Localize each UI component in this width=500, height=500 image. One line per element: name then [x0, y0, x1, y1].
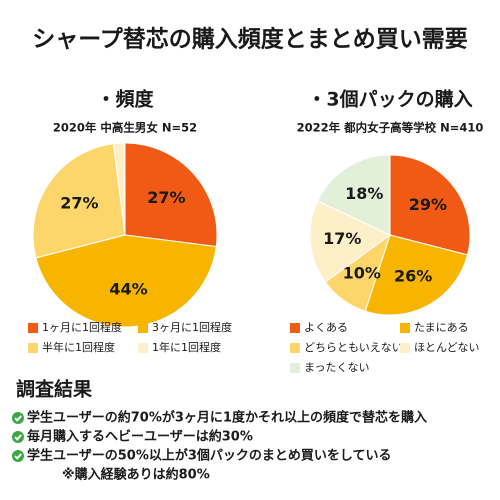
chart-title: ・3個パックの購入: [307, 88, 472, 111]
legend-swatch: [28, 323, 38, 333]
data-label: 17%: [323, 229, 361, 248]
pie-slice: [35, 234, 217, 328]
legend-label: 半年に1回程度: [42, 340, 115, 354]
chart-subtitle: 2022年 都内女子高等学校 N=410: [297, 121, 484, 135]
result-item: 学生ユーザーの50%以上が3個パックのまとめ買いをしている: [27, 448, 392, 464]
pie-slice: [112, 142, 126, 236]
chart-title: ・頻度: [96, 88, 154, 111]
legend-swatch: [290, 323, 300, 333]
data-label: 44%: [109, 280, 147, 299]
data-label: 18%: [345, 184, 383, 203]
legend-swatch: [400, 343, 410, 353]
page-title: シャープ替芯の購入頻度とまとめ買い需要: [32, 26, 468, 53]
legend-label: 1ヶ月に1回程度: [42, 320, 122, 334]
result-item: 学生ユーザーの約70%が3ヶ月に1度かそれ以上の頻度で替芯を購入: [27, 410, 427, 426]
pie-slice: [32, 143, 126, 259]
pie-slice: [364, 234, 469, 316]
results-heading: 調査結果: [16, 378, 92, 401]
legend-label: たまにある: [414, 321, 469, 334]
legend-swatch: [138, 323, 148, 333]
legend-label: まったくない: [304, 361, 370, 374]
legend-swatch: [400, 323, 410, 333]
pie-slice: [389, 154, 471, 256]
pie-slice: [316, 154, 391, 236]
chart-subtitle: 2020年 中高生男女 N=52: [53, 121, 197, 135]
legend-label: ほとんどない: [414, 341, 479, 354]
data-label: 29%: [409, 195, 447, 214]
pie-slice: [309, 200, 391, 283]
legend-swatch: [138, 343, 148, 353]
legend-swatch: [290, 343, 300, 353]
legend-swatch: [28, 343, 38, 353]
result-item: 毎月購入するヘビーユーザーは約30%: [27, 429, 253, 445]
check-mark: [14, 453, 22, 460]
data-label: 27%: [147, 188, 185, 207]
legend-label: どちらともいえない: [304, 341, 403, 354]
legend-label: よくある: [304, 321, 348, 334]
pie-slice: [124, 142, 218, 248]
data-label: 27%: [60, 193, 98, 212]
legend-label: 1年に1回程度: [152, 340, 221, 354]
result-note: ※購入経験ありは約80%: [62, 467, 210, 483]
data-label: 10%: [343, 263, 381, 282]
legend-label: 3ヶ月に1回程度: [152, 320, 232, 334]
check-icons: [12, 412, 24, 462]
check-mark: [14, 434, 22, 441]
legend-swatch: [290, 363, 300, 373]
data-label: 26%: [394, 267, 432, 286]
check-mark: [14, 415, 22, 422]
